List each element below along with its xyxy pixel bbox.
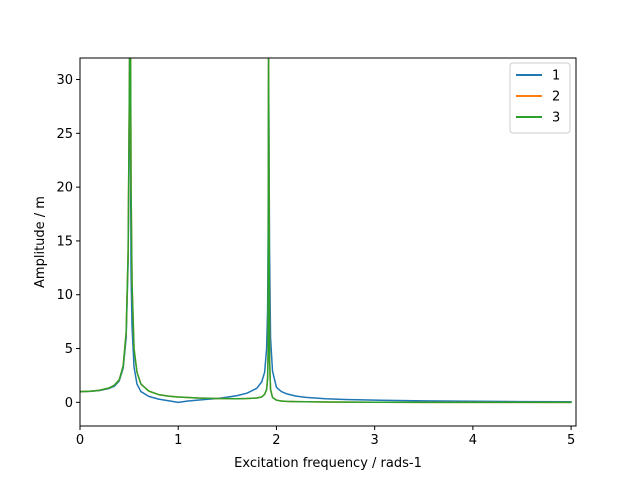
x-tick-label: 2 xyxy=(272,433,280,448)
y-tick-label: 5 xyxy=(65,342,73,357)
y-tick-label: 25 xyxy=(56,127,73,142)
x-tick-label: 1 xyxy=(174,433,182,448)
plot-frame xyxy=(79,57,577,427)
series-line-3 xyxy=(80,58,572,404)
y-tick-label: 10 xyxy=(56,288,73,303)
y-tick-label: 0 xyxy=(65,396,73,411)
y-tick-label: 20 xyxy=(56,181,73,196)
y-axis-label: Amplitude / m xyxy=(33,196,48,288)
legend-label-3: 3 xyxy=(552,111,560,126)
x-tick-label: 5 xyxy=(567,433,575,448)
plot-background xyxy=(80,58,576,426)
legend-label-1: 1 xyxy=(552,69,560,84)
x-axis-ticks: 0 1 2 3 4 5 xyxy=(76,426,575,448)
y-axis-ticks: 0 5 10 15 20 25 30 xyxy=(56,73,80,411)
series-layer xyxy=(80,58,572,404)
legend: 1 2 3 xyxy=(509,62,571,134)
legend-box xyxy=(509,62,571,134)
x-axis-label: Excitation frequency / rads-1 xyxy=(234,456,422,471)
y-tick-label: 15 xyxy=(56,234,73,249)
legend-label-2: 2 xyxy=(552,90,560,105)
y-tick-label: 30 xyxy=(56,73,73,88)
x-tick-label: 3 xyxy=(371,433,379,448)
x-tick-label: 0 xyxy=(76,433,84,448)
x-tick-label: 4 xyxy=(469,433,477,448)
